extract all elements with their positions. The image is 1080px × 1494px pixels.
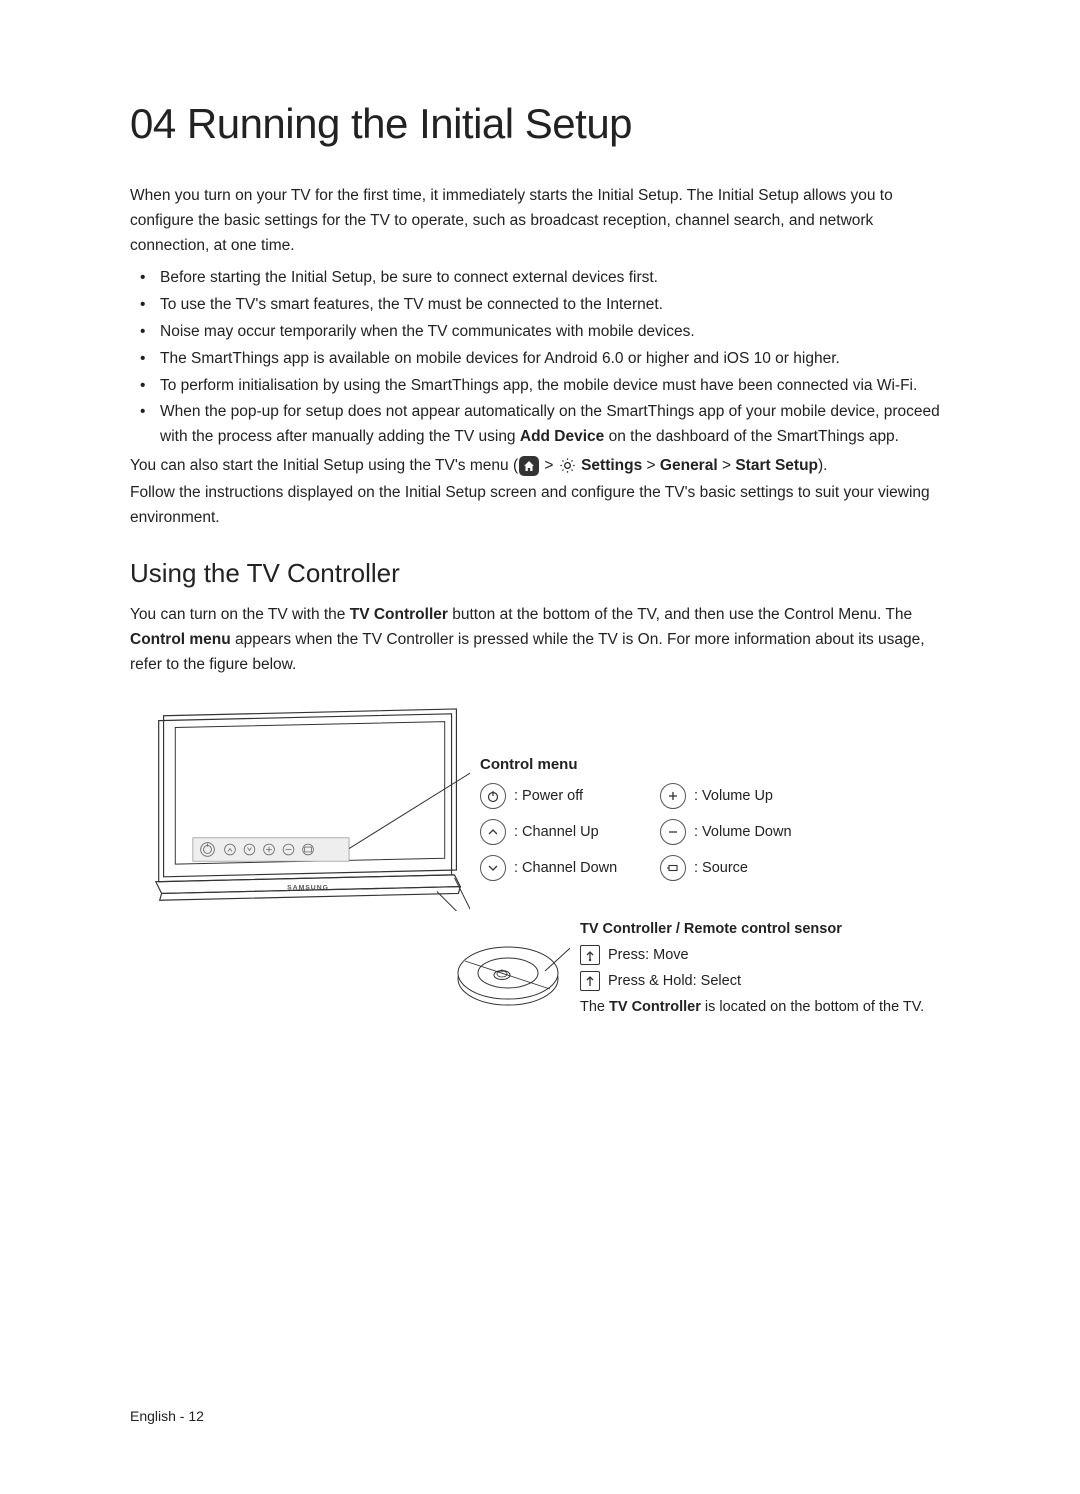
controller-title: TV Controller / Remote control sensor bbox=[580, 921, 950, 937]
press-label: Press: Move bbox=[608, 947, 689, 963]
controller-note: The TV Controller is located on the bott… bbox=[580, 997, 950, 1019]
menu-path-pre: You can also start the Initial Setup usi… bbox=[130, 457, 518, 474]
control-item-label: : Source bbox=[694, 860, 748, 876]
list-item-text: on the dashboard of the SmartThings app. bbox=[604, 428, 899, 445]
press-icon bbox=[580, 945, 600, 965]
hold-label: Press & Hold: Select bbox=[608, 973, 741, 989]
settings-icon bbox=[559, 457, 576, 474]
page-title: 04 Running the Initial Setup bbox=[130, 100, 950, 148]
bullet-list: Before starting the Initial Setup, be su… bbox=[130, 266, 950, 450]
list-item: The SmartThings app is available on mobi… bbox=[154, 347, 950, 372]
chevron-up-icon bbox=[480, 819, 506, 845]
controller-description: TV Controller / Remote control sensor Pr… bbox=[580, 921, 950, 1019]
control-menu-label: Control menu bbox=[130, 631, 231, 648]
general-label: General bbox=[660, 457, 718, 474]
start-setup-label: Start Setup bbox=[735, 457, 818, 474]
hold-icon bbox=[580, 971, 600, 991]
list-item: Before starting the Initial Setup, be su… bbox=[154, 266, 950, 291]
add-device-label: Add Device bbox=[520, 428, 604, 445]
control-item-label: : Volume Down bbox=[694, 824, 792, 840]
source-icon bbox=[660, 855, 686, 881]
tv-illustration: SAMSUNG bbox=[150, 706, 470, 911]
power-icon bbox=[480, 783, 506, 809]
control-item-vol-up: : Volume Up bbox=[660, 783, 840, 809]
svg-text:SAMSUNG: SAMSUNG bbox=[287, 884, 329, 891]
plus-icon bbox=[660, 783, 686, 809]
control-item-vol-down: : Volume Down bbox=[660, 819, 840, 845]
press-move-row: Press: Move bbox=[580, 945, 950, 965]
page-footer: English - 12 bbox=[130, 1408, 204, 1424]
tv-controller-label: TV Controller bbox=[350, 606, 448, 623]
control-menu-block: Control menu : Power off : Volume Up : C… bbox=[480, 756, 840, 881]
control-item-label: : Volume Up bbox=[694, 788, 773, 804]
control-item-label: : Power off bbox=[514, 788, 583, 804]
intro-paragraph: When you turn on your TV for the first t… bbox=[130, 184, 950, 258]
control-item-source: : Source bbox=[660, 855, 840, 881]
list-item: To use the TV's smart features, the TV m… bbox=[154, 293, 950, 318]
minus-icon bbox=[660, 819, 686, 845]
home-icon bbox=[519, 456, 539, 476]
menu-path-paragraph: You can also start the Initial Setup usi… bbox=[130, 454, 950, 479]
chevron-down-icon bbox=[480, 855, 506, 881]
control-item-ch-down: : Channel Down bbox=[480, 855, 660, 881]
control-item-label: : Channel Up bbox=[514, 824, 599, 840]
list-item: To perform initialisation by using the S… bbox=[154, 374, 950, 399]
control-item-power: : Power off bbox=[480, 783, 660, 809]
follow-paragraph: Follow the instructions displayed on the… bbox=[130, 481, 950, 531]
list-item: Noise may occur temporarily when the TV … bbox=[154, 320, 950, 345]
settings-label: Settings bbox=[581, 457, 642, 474]
control-item-ch-up: : Channel Up bbox=[480, 819, 660, 845]
list-item: When the pop-up for setup does not appea… bbox=[154, 400, 950, 450]
section-title: Using the TV Controller bbox=[130, 558, 950, 589]
menu-path-post: ). bbox=[818, 457, 827, 474]
control-item-label: : Channel Down bbox=[514, 860, 617, 876]
tv-controller-bold: TV Controller bbox=[609, 999, 701, 1015]
section-paragraph: You can turn on the TV with the TV Contr… bbox=[130, 603, 950, 677]
controller-illustration bbox=[450, 921, 570, 1016]
control-menu-title: Control menu bbox=[480, 756, 840, 773]
press-hold-row: Press & Hold: Select bbox=[580, 971, 950, 991]
diagram: SAMSUNG Control menu : Power off : Volum… bbox=[130, 696, 950, 1076]
